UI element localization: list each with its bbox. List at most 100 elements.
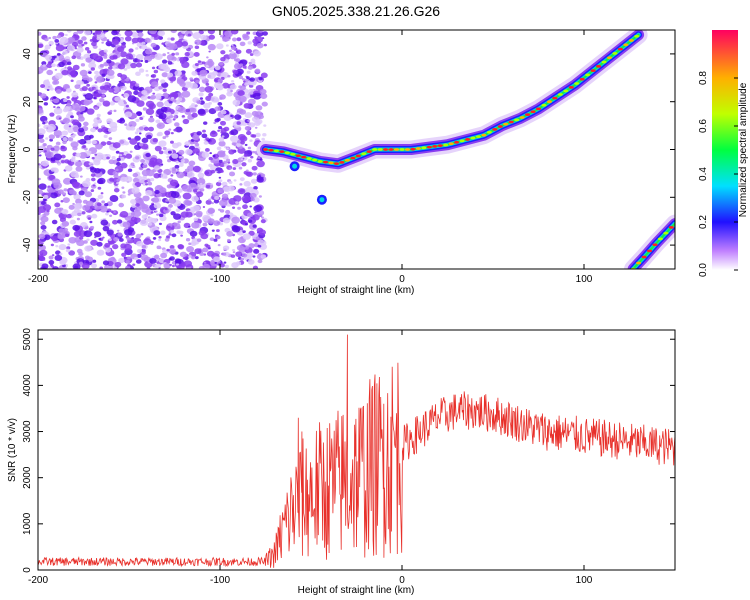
noise-speckle [123, 101, 127, 105]
noise-speckle [194, 45, 200, 50]
noise-speckle [79, 258, 82, 261]
noise-speckle [101, 200, 106, 204]
spectrogram-xtick-label: 0 [399, 274, 405, 285]
noise-speckle [210, 96, 219, 103]
noise-speckle [156, 213, 160, 216]
ridge-hotspot [448, 142, 454, 146]
ridge-hotspot [641, 255, 647, 259]
noise-speckle [232, 69, 239, 75]
noise-speckle [109, 121, 118, 129]
noise-speckle [230, 51, 235, 54]
spectrogram-ytick-label: -20 [22, 190, 33, 205]
noise-speckle [213, 121, 217, 125]
noise-speckle [91, 140, 97, 145]
noise-speckle [240, 140, 245, 145]
noise-speckle [158, 222, 163, 226]
noise-speckle [96, 202, 102, 207]
noise-speckle [225, 44, 229, 47]
noise-speckle [258, 252, 262, 256]
noise-speckle [251, 165, 258, 171]
noise-speckle [211, 229, 215, 232]
noise-speckle [220, 71, 229, 79]
ridge-hotspot [503, 122, 509, 126]
noise-speckle [97, 179, 104, 185]
noise-speckle [54, 202, 61, 208]
noise-speckle [131, 187, 140, 194]
ridge-hotspot [470, 136, 476, 140]
noise-speckle [64, 66, 67, 69]
noise-speckle [98, 237, 102, 241]
noise-speckle [141, 44, 148, 50]
noise-speckle [144, 59, 149, 63]
noise-speckle [59, 207, 64, 211]
noise-speckle [236, 143, 242, 147]
noise-speckle [145, 183, 149, 186]
noise-speckle [221, 135, 225, 138]
noise-speckle [96, 117, 100, 120]
noise-speckle [150, 36, 155, 40]
noise-speckle [230, 129, 239, 136]
noise-speckle [172, 99, 177, 103]
noise-speckle [62, 108, 69, 113]
noise-speckle [116, 162, 121, 167]
noise-speckle [90, 127, 96, 133]
noise-speckle [257, 259, 263, 264]
noise-speckle [57, 189, 64, 195]
noise-speckle [101, 126, 109, 133]
noise-speckle [200, 34, 207, 41]
ridge-hotspot [530, 110, 536, 114]
noise-speckle [108, 238, 112, 242]
noise-speckle [247, 158, 253, 163]
noise-speckle [230, 114, 233, 118]
noise-speckle [246, 252, 254, 258]
noise-speckle [109, 101, 115, 106]
noise-speckle [203, 140, 209, 145]
noise-speckle [232, 206, 236, 209]
noise-speckle [143, 126, 150, 132]
noise-speckle [84, 191, 93, 198]
noise-speckle [47, 61, 53, 65]
noise-speckle [150, 42, 157, 48]
noise-speckle [163, 208, 170, 214]
noise-speckle [74, 202, 83, 210]
noise-speckle [75, 166, 83, 172]
noise-speckle [84, 245, 92, 252]
noise-speckle [81, 43, 85, 47]
noise-speckle [177, 220, 181, 224]
noise-speckle [84, 255, 90, 260]
noise-speckle [119, 117, 125, 121]
ridge-hotspot [568, 85, 574, 89]
noise-speckle [111, 38, 119, 45]
noise-speckle [63, 46, 67, 50]
colorbar-tick-label: 0.4 [698, 167, 709, 181]
noise-speckle [141, 214, 148, 220]
noise-speckle [72, 263, 81, 269]
noise-speckle [76, 80, 83, 85]
noise-speckle [236, 37, 242, 42]
noise-speckle [92, 259, 97, 263]
noise-speckle [163, 262, 171, 269]
noise-speckle [50, 157, 56, 162]
ridge-hotspot [404, 148, 411, 151]
noise-speckle [231, 37, 237, 42]
noise-speckle [192, 188, 199, 193]
ridge-hotspot [432, 144, 438, 148]
noise-speckle [223, 114, 232, 121]
noise-speckle [42, 143, 47, 147]
noise-speckle [76, 56, 81, 60]
ridge-hotspot [601, 60, 607, 64]
colorbar-tick-label: 0.2 [698, 215, 709, 229]
noise-speckle [177, 97, 183, 102]
noise-speckle [176, 188, 183, 193]
noise-speckle [109, 109, 113, 113]
noise-speckle [121, 186, 125, 189]
spectrogram-ytick-label: 20 [22, 96, 33, 108]
noise-speckle [254, 36, 258, 39]
noise-speckle [63, 188, 68, 192]
noise-speckle [48, 40, 54, 46]
noise-speckle [120, 58, 129, 65]
noise-speckle [78, 138, 87, 145]
noise-speckle [158, 187, 167, 194]
noise-speckle [246, 212, 254, 218]
